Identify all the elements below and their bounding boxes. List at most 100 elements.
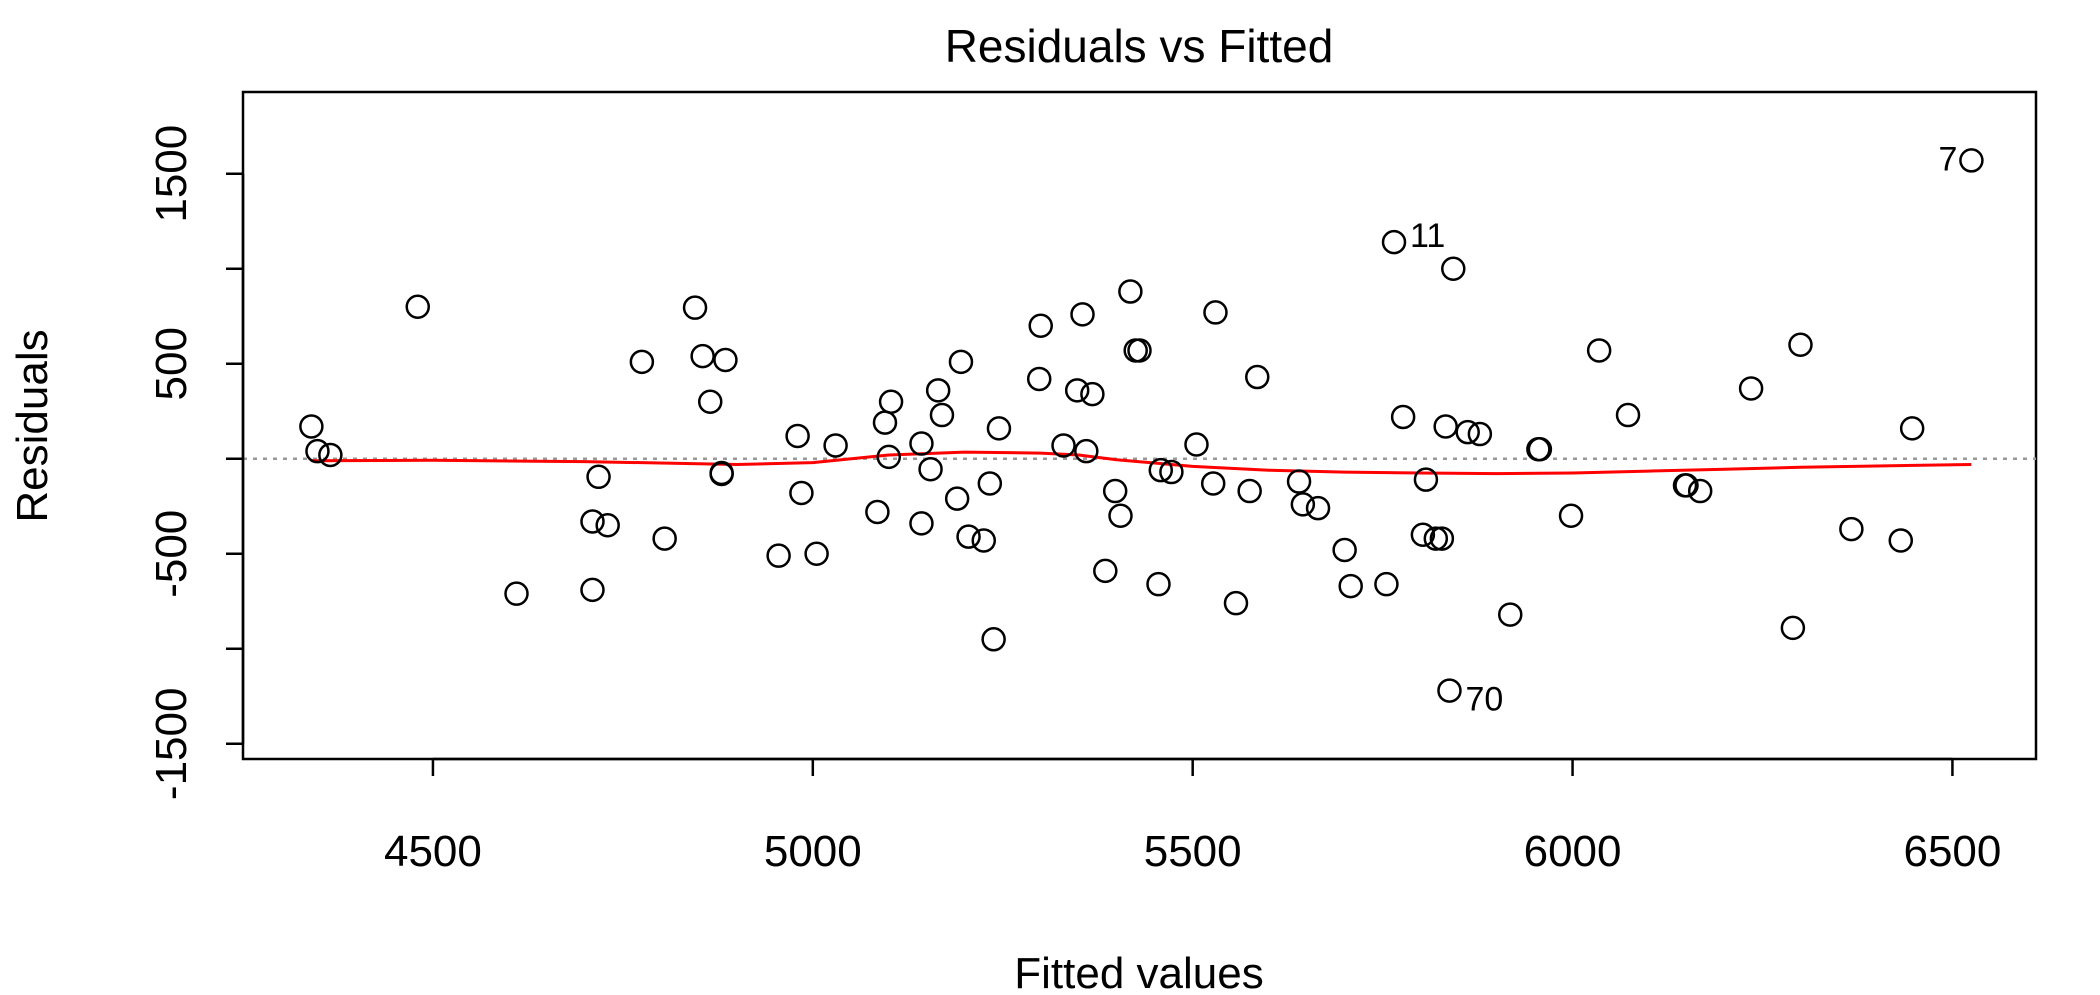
- data-point: [595, 513, 620, 538]
- data-point: [299, 414, 324, 439]
- data-point: [909, 511, 934, 536]
- data-point: [1108, 503, 1133, 529]
- data-point: [1184, 432, 1209, 457]
- data-points: 11 70 7: [299, 140, 1984, 719]
- data-point: [405, 294, 430, 319]
- data-point: [1338, 573, 1363, 599]
- data-point: [1788, 332, 1813, 357]
- data-point: [789, 480, 814, 506]
- x-tick-label: 6000: [1524, 827, 1622, 876]
- data-point: [1159, 459, 1184, 485]
- data-point: [1093, 558, 1118, 584]
- plot-frame: [241, 90, 2038, 761]
- data-point: [690, 343, 715, 369]
- data-point: [1558, 503, 1584, 529]
- data-point: [1102, 478, 1128, 504]
- y-tick-label: -500: [147, 510, 196, 598]
- x-axis-label: Fitted values: [1014, 949, 1263, 990]
- data-point: [1074, 438, 1099, 464]
- data-point: [876, 444, 902, 470]
- data-point: [1437, 678, 1462, 703]
- data-point: [1381, 229, 1407, 255]
- data-point: [1687, 478, 1713, 504]
- chart-title: Residuals vs Fitted: [945, 20, 1334, 72]
- data-point: [1223, 590, 1249, 616]
- data-point: [1290, 492, 1316, 517]
- data-point: [925, 378, 951, 403]
- data-point: [1441, 256, 1466, 281]
- data-point: [1467, 421, 1493, 447]
- x-tick-label: 5500: [1144, 827, 1242, 876]
- y-axis: -1500 -500 500 1500: [147, 125, 245, 801]
- data-point: [986, 416, 1012, 441]
- data-point: [682, 295, 708, 320]
- data-point: [878, 389, 904, 414]
- data-point: [956, 524, 981, 549]
- point-label: 7: [1938, 140, 1957, 178]
- data-point: [1839, 516, 1864, 542]
- data-point: [1028, 313, 1053, 338]
- data-point: [1586, 338, 1612, 363]
- data-point: [629, 349, 655, 375]
- data-point: [1959, 148, 1984, 173]
- data-point: [1064, 378, 1090, 403]
- data-point: [580, 509, 605, 534]
- data-point: [1374, 571, 1399, 597]
- data-point: [971, 528, 997, 553]
- data-point: [1410, 522, 1436, 548]
- data-point: [1026, 366, 1052, 392]
- data-point: [1070, 302, 1095, 327]
- data-point: [1118, 279, 1143, 304]
- data-point: [1080, 381, 1105, 407]
- data-point: [305, 438, 330, 464]
- data-point: [865, 499, 890, 525]
- data-point: [709, 460, 734, 486]
- data-point: [823, 433, 848, 458]
- x-tick-label: 6500: [1903, 827, 2001, 876]
- data-point: [1245, 364, 1270, 390]
- data-point: [1498, 602, 1523, 627]
- data-point: [1051, 433, 1076, 458]
- data-point: [652, 526, 677, 551]
- point-label: 11: [1410, 217, 1445, 255]
- y-tick-label: 500: [147, 327, 196, 400]
- data-point: [1127, 338, 1152, 363]
- data-point: [1888, 528, 1914, 553]
- data-point: [948, 349, 974, 375]
- data-point: [1203, 300, 1228, 325]
- data-point: [766, 543, 791, 568]
- data-point: [1738, 376, 1764, 401]
- data-point: [929, 402, 955, 428]
- x-axis: 4500 5000 5500 6000 6500: [384, 757, 2001, 876]
- y-axis-label: Residuals: [8, 329, 57, 522]
- data-point: [1390, 404, 1416, 430]
- data-point: [1615, 402, 1641, 428]
- y-tick-label: 1500: [147, 125, 196, 223]
- data-point: [1527, 437, 1553, 462]
- point-label: 70: [1465, 681, 1503, 719]
- data-point: [713, 347, 738, 373]
- data-point: [1780, 615, 1806, 641]
- data-point: [1433, 414, 1458, 439]
- data-point: [586, 464, 611, 490]
- y-tick-label: -1500: [147, 688, 196, 801]
- data-point: [1305, 495, 1331, 521]
- data-point: [1332, 537, 1357, 563]
- data-point: [1413, 467, 1439, 492]
- data-point: [804, 541, 829, 567]
- data-point: [504, 581, 529, 606]
- data-point: [318, 442, 343, 468]
- data-point: [1455, 419, 1480, 445]
- data-point: [1148, 457, 1174, 483]
- x-tick-label: 4500: [384, 827, 482, 876]
- data-point: [697, 389, 723, 414]
- data-point: [1200, 471, 1226, 496]
- data-point: [977, 471, 1003, 496]
- data-point: [909, 431, 934, 456]
- data-point: [1429, 526, 1455, 551]
- data-point: [1146, 571, 1171, 597]
- data-point: [918, 456, 943, 482]
- data-point: [785, 423, 810, 449]
